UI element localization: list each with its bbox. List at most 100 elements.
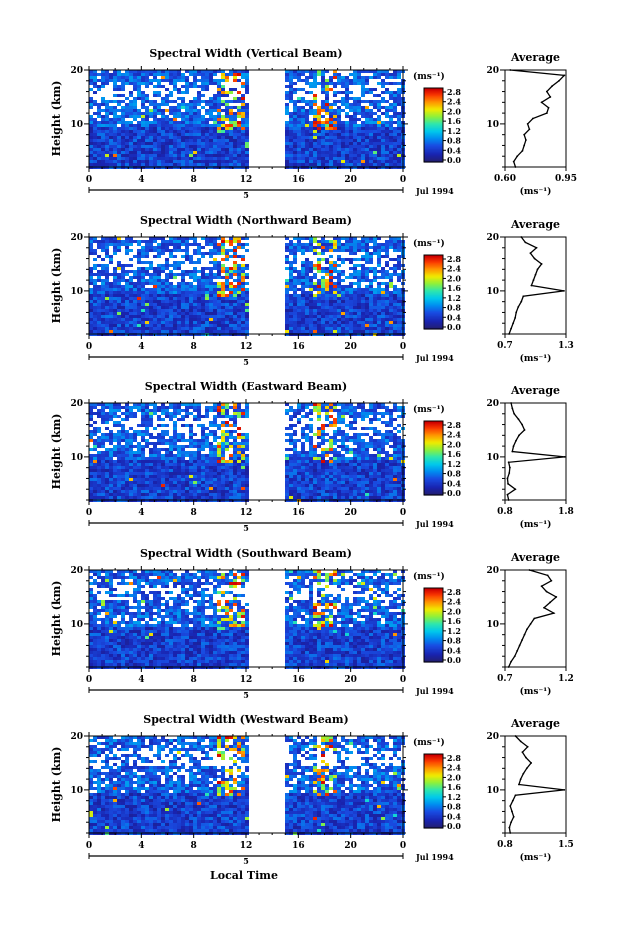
profile-point: [521, 639, 523, 641]
x-tick-label: 4: [138, 508, 144, 518]
profile-point: [536, 268, 539, 271]
profile-x-tick-label: 0.7: [497, 341, 513, 351]
colorbar-tick-label: 2.0: [447, 273, 461, 283]
colorbar-unit: (ms⁻¹): [413, 737, 445, 748]
colorbar-tick-label: 2.4: [447, 430, 461, 440]
profile-point: [558, 79, 560, 82]
profile-point: [545, 590, 548, 593]
average-profile: Average 10 20 0.60 0.95(ms⁻¹): [486, 51, 576, 197]
profile-point: [510, 821, 512, 824]
colorbar-tick-label: 0.0: [447, 155, 461, 165]
y-tick-label: 10: [70, 120, 83, 130]
x-tick-label: 12: [240, 508, 253, 518]
profile-point: [523, 633, 526, 636]
profile-line: [508, 735, 565, 834]
colorbar-tick-label: 2.8: [447, 587, 461, 597]
profile-y-tick-label: 20: [486, 732, 499, 742]
day-marker: 5: [243, 357, 249, 367]
y-tick-label: 10: [70, 453, 83, 463]
profile-line: [506, 402, 565, 501]
profile-point: [530, 762, 533, 764]
panel-4: Spectral Width (Southward Beam) 10 20 Heigh…: [50, 547, 574, 700]
colorbar-tick-label: 2.0: [447, 606, 461, 616]
profile-point: [540, 585, 543, 588]
profile-point: [508, 472, 511, 474]
colorbar-tick-label: 0.0: [447, 655, 461, 665]
panel-3: Spectral Width (Eastward Beam) 10 20 Height…: [50, 380, 574, 533]
profile-point: [546, 574, 549, 577]
heatmap-field: [89, 570, 405, 669]
colorbar-tick-label: 1.2: [447, 293, 461, 303]
x-tick-label: 0: [86, 175, 92, 185]
x-tick-label: 20: [344, 841, 357, 851]
profile-y-tick-label: 20: [486, 399, 499, 409]
profile-point: [514, 735, 517, 737]
profile-x-tick-label: 0.7: [497, 674, 513, 684]
profile-point: [511, 450, 514, 453]
x-tick-label: 0: [400, 508, 406, 518]
profile-frame: [504, 236, 567, 335]
profile-point: [526, 122, 529, 125]
colorbar: (ms⁻¹) 0.00.40.81.21.62.02.42.8: [413, 71, 461, 165]
colorbar-tick-label: 1.2: [447, 626, 461, 636]
profile-point: [521, 149, 524, 152]
panel-title: Spectral Width (Vertical Beam): [149, 47, 342, 60]
profile-y-tick-label: 20: [486, 233, 499, 243]
profile-point: [509, 805, 512, 807]
profile-x-axis-title: (ms⁻¹): [520, 519, 552, 530]
colorbar-tick-label: 0.4: [447, 645, 461, 655]
profile-point: [540, 263, 543, 265]
x-tick-label: 8: [191, 508, 197, 518]
colorbar-tick-label: 2.4: [447, 763, 461, 773]
profile-x-tick-label: 0.60: [494, 174, 516, 184]
profile-point: [525, 139, 527, 141]
profile-point: [547, 106, 550, 109]
profile-point: [509, 832, 512, 834]
profile-point: [532, 279, 535, 282]
colorbar-tick-label: 2.0: [447, 439, 461, 449]
profile-point: [549, 96, 552, 98]
profile-point: [526, 628, 528, 631]
profile-point: [526, 745, 529, 748]
profile-point: [563, 455, 566, 458]
x-tick-label: 0: [86, 508, 92, 518]
x-tick-label: 8: [191, 342, 197, 352]
y-tick-label: 20: [70, 66, 83, 76]
profile-point: [521, 751, 524, 754]
day-marker: 5: [243, 856, 249, 866]
x-tick-label: 8: [191, 841, 197, 851]
profile-line: [508, 236, 565, 335]
profile-x-axis-title: (ms⁻¹): [520, 353, 552, 364]
profile-point: [521, 423, 523, 426]
profile-title: Average: [510, 218, 560, 231]
colorbar-unit: (ms⁻¹): [413, 571, 445, 582]
profile-point: [533, 257, 536, 260]
profile-point: [506, 493, 509, 496]
profile-frame: [504, 735, 567, 834]
x-tick-label: 16: [292, 841, 305, 851]
profile-point: [511, 810, 513, 813]
profile-point: [506, 477, 509, 480]
panel-5: Spectral Width (Westward Beam) 10 20 Height…: [50, 713, 574, 866]
profile-point: [511, 407, 514, 410]
colorbar-tick-label: 1.2: [447, 792, 461, 802]
x-tick-label: 20: [344, 508, 357, 518]
profile-point: [510, 660, 512, 663]
average-profile: Average 10 20 0.7 1.2 (ms⁻¹): [486, 551, 573, 697]
profile-point: [563, 289, 565, 292]
colorbar-tick-label: 1.6: [447, 449, 461, 459]
x-tick-label: 0: [400, 841, 406, 851]
profile-y-tick-label: 20: [486, 66, 499, 76]
profile-point: [518, 644, 521, 647]
colorbar-tick-label: 0.0: [447, 322, 461, 332]
profile-x-tick-label: 1.2: [558, 674, 574, 684]
profile-x-axis-title: (ms⁻¹): [520, 186, 552, 197]
profile-point: [507, 461, 510, 464]
colorbar-tick-label: 2.8: [447, 753, 461, 763]
profile-point: [514, 166, 517, 168]
x-tick-label: 20: [344, 675, 357, 685]
profile-point: [520, 300, 523, 303]
profile-point: [552, 612, 555, 615]
colorbar-unit: (ms⁻¹): [413, 238, 445, 249]
